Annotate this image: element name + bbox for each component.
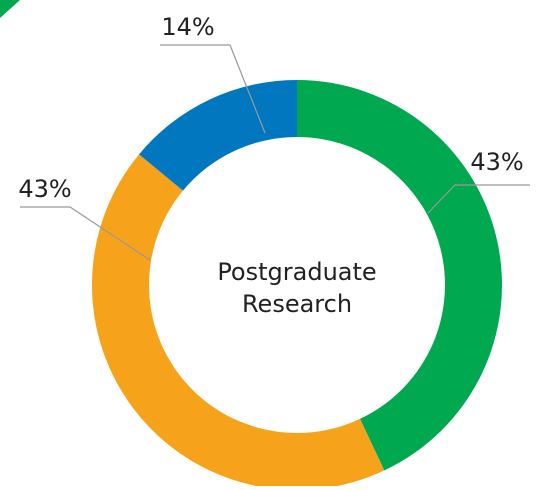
leader-line: [160, 44, 266, 134]
value-label: 43%: [470, 148, 523, 176]
leader-line: [20, 206, 151, 261]
value-label: 14%: [161, 13, 214, 41]
center-label: Postgraduate: [217, 258, 376, 286]
value-label: 43%: [18, 175, 71, 203]
slice: [297, 80, 503, 471]
leader-line: [427, 184, 530, 214]
slice: [91, 154, 385, 490]
labels: 43% 43% 14%: [18, 13, 530, 261]
slice: [139, 80, 297, 191]
corner-decoration: [0, 0, 20, 18]
center-label: Research: [242, 290, 352, 318]
slices: [91, 80, 503, 490]
